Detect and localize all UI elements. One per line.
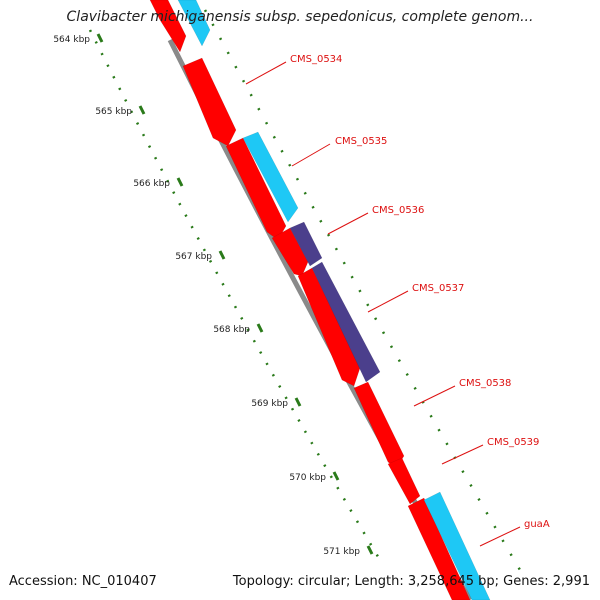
kbp-tick-label: 569 kbp [251, 399, 288, 409]
kbp-tick-mark [138, 105, 146, 115]
gene-arrow [182, 57, 237, 147]
tick-layer: 564 kbp 565 kbp 566 kbp 567 kbp 568 kbp 569 k… [53, 9, 522, 571]
gene-label: CMS_0534 [290, 54, 342, 65]
kbp-tick-label: 571 kbp [323, 547, 360, 557]
kbp-tick-label: 567 kbp [175, 252, 212, 262]
label-layer: CMS_0534 CMS_0535 CMS_0536 CMS_0537 CMS_0538… [245, 54, 550, 547]
outer-tick-track [203, 9, 522, 571]
gene-label: CMS_0538 [459, 378, 511, 389]
gene-arrow [289, 221, 323, 267]
gene-arrow [407, 497, 471, 600]
kbp-tick-label: 565 kbp [95, 107, 132, 117]
gene-leader-line [479, 526, 521, 547]
kbp-tick-mark [256, 323, 264, 333]
topology-text: Topology: circular; Length: 3,258,645 bp… [232, 574, 590, 589]
gene-arrow [242, 131, 299, 223]
gene-arrow [149, 0, 187, 53]
kbp-tick-mark [96, 33, 104, 43]
gene-leader-line [245, 61, 287, 85]
gene-arrow [353, 381, 405, 469]
gene-label: CMS_0537 [412, 283, 464, 294]
kbp-tick-label: 568 kbp [213, 325, 250, 335]
kbp-tick-label: 564 kbp [53, 35, 90, 45]
map-title: Clavibacter michiganensis subsp. sepedon… [66, 9, 534, 25]
gene-label: CMS_0539 [487, 437, 539, 448]
kbp-tick-mark [218, 250, 226, 260]
gene-label: guaA [524, 519, 550, 530]
gene-leader-line [367, 290, 409, 313]
kbp-tick-mark [332, 471, 340, 481]
kbp-tick-mark [294, 397, 302, 407]
gene-arrow [297, 267, 361, 387]
kbp-tick-label: 570 kbp [289, 473, 326, 483]
gene-arrow [311, 261, 381, 383]
gene-arrow [177, 0, 211, 47]
accession-text: Accession: NC_010407 [9, 574, 157, 589]
gene-leader-line [327, 212, 369, 235]
gene-arrow [387, 457, 421, 505]
kbp-tick-mark [176, 177, 184, 187]
gene-arrow [423, 491, 491, 600]
gene-layer [149, 0, 491, 600]
gene-arrow [271, 227, 309, 277]
gene-leader-line [413, 385, 456, 407]
kbp-tick-label: 566 kbp [133, 179, 170, 189]
gene-leader-line [441, 444, 484, 465]
gene-label: CMS_0536 [372, 205, 424, 216]
kbp-tick-mark [366, 545, 374, 555]
gene-label: CMS_0535 [335, 136, 387, 147]
gene-leader-line [291, 143, 331, 167]
